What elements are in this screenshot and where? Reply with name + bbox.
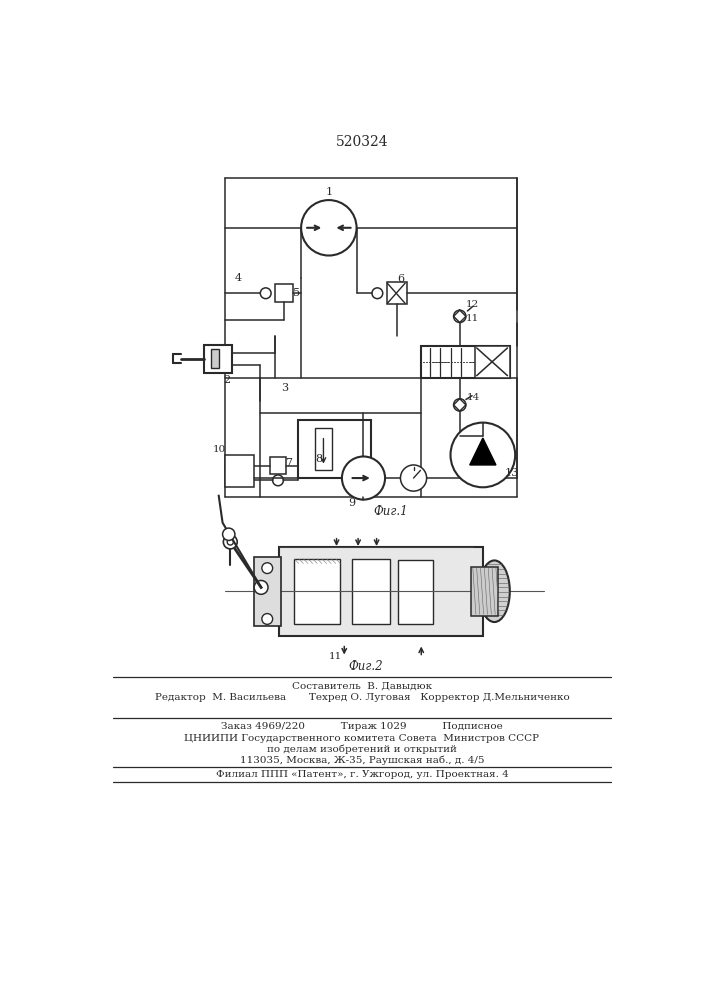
Text: Филиал ППП «Патент», г. Ужгород, ул. Проектная. 4: Филиал ППП «Патент», г. Ужгород, ул. Про… <box>216 770 508 779</box>
Text: Фиг.2: Фиг.2 <box>349 660 383 673</box>
Text: по делам изобретений и открытий: по делам изобретений и открытий <box>267 744 457 754</box>
Bar <box>352 559 390 624</box>
Bar <box>225 455 254 487</box>
Text: 8: 8 <box>315 454 322 464</box>
Text: Редактор  М. Васильева       Техред О. Луговая   Корректор Д.Мельниченко: Редактор М. Васильева Техред О. Луговая … <box>155 693 569 702</box>
Text: 13: 13 <box>505 468 519 478</box>
Circle shape <box>260 288 271 299</box>
Ellipse shape <box>479 560 510 622</box>
Bar <box>472 567 498 616</box>
Text: 2: 2 <box>223 375 230 385</box>
Circle shape <box>273 475 284 486</box>
Text: 12: 12 <box>466 300 479 309</box>
Text: 113035, Москва, Ж-35, Раушская наб., д. 4/5: 113035, Москва, Ж-35, Раушская наб., д. … <box>240 755 484 765</box>
Circle shape <box>301 200 356 256</box>
Circle shape <box>372 288 382 299</box>
Circle shape <box>400 465 426 491</box>
Circle shape <box>254 580 268 594</box>
Bar <box>204 345 232 373</box>
Circle shape <box>454 310 466 323</box>
Text: 6: 6 <box>397 274 404 284</box>
Text: 9: 9 <box>349 498 356 508</box>
Bar <box>275 284 293 302</box>
Circle shape <box>342 456 385 500</box>
Circle shape <box>454 399 466 411</box>
Bar <box>298 420 371 478</box>
Polygon shape <box>279 547 483 636</box>
Circle shape <box>227 539 233 545</box>
Text: 11: 11 <box>328 652 341 661</box>
Circle shape <box>223 535 238 549</box>
Text: 4: 4 <box>235 273 242 283</box>
Bar <box>211 349 218 368</box>
Text: 14: 14 <box>467 393 480 402</box>
Text: 3: 3 <box>281 383 288 393</box>
Circle shape <box>262 563 273 574</box>
Text: 10: 10 <box>213 445 226 454</box>
Text: 520324: 520324 <box>336 135 388 149</box>
Text: Составитель  В. Давыдюк: Составитель В. Давыдюк <box>292 681 432 690</box>
Circle shape <box>450 423 515 487</box>
Bar <box>269 457 286 474</box>
Bar <box>387 282 407 304</box>
Text: 5: 5 <box>293 288 300 298</box>
Text: ЦНИИПИ Государственного комитета Совета  Министров СССР: ЦНИИПИ Государственного комитета Совета … <box>185 734 539 743</box>
Bar <box>254 557 281 626</box>
Polygon shape <box>469 438 496 465</box>
Text: 11: 11 <box>466 314 479 323</box>
Bar <box>421 346 510 378</box>
Bar <box>315 428 332 470</box>
Bar <box>475 346 510 378</box>
Text: 7: 7 <box>286 458 292 468</box>
Text: Заказ 4969/220           Тираж 1029           Подписное: Заказ 4969/220 Тираж 1029 Подписное <box>221 722 503 731</box>
Text: Фиг.1: Фиг.1 <box>373 505 408 518</box>
Circle shape <box>262 614 273 624</box>
Bar <box>398 560 433 624</box>
Text: 1: 1 <box>325 187 332 197</box>
Circle shape <box>223 528 235 540</box>
Bar <box>294 559 340 624</box>
